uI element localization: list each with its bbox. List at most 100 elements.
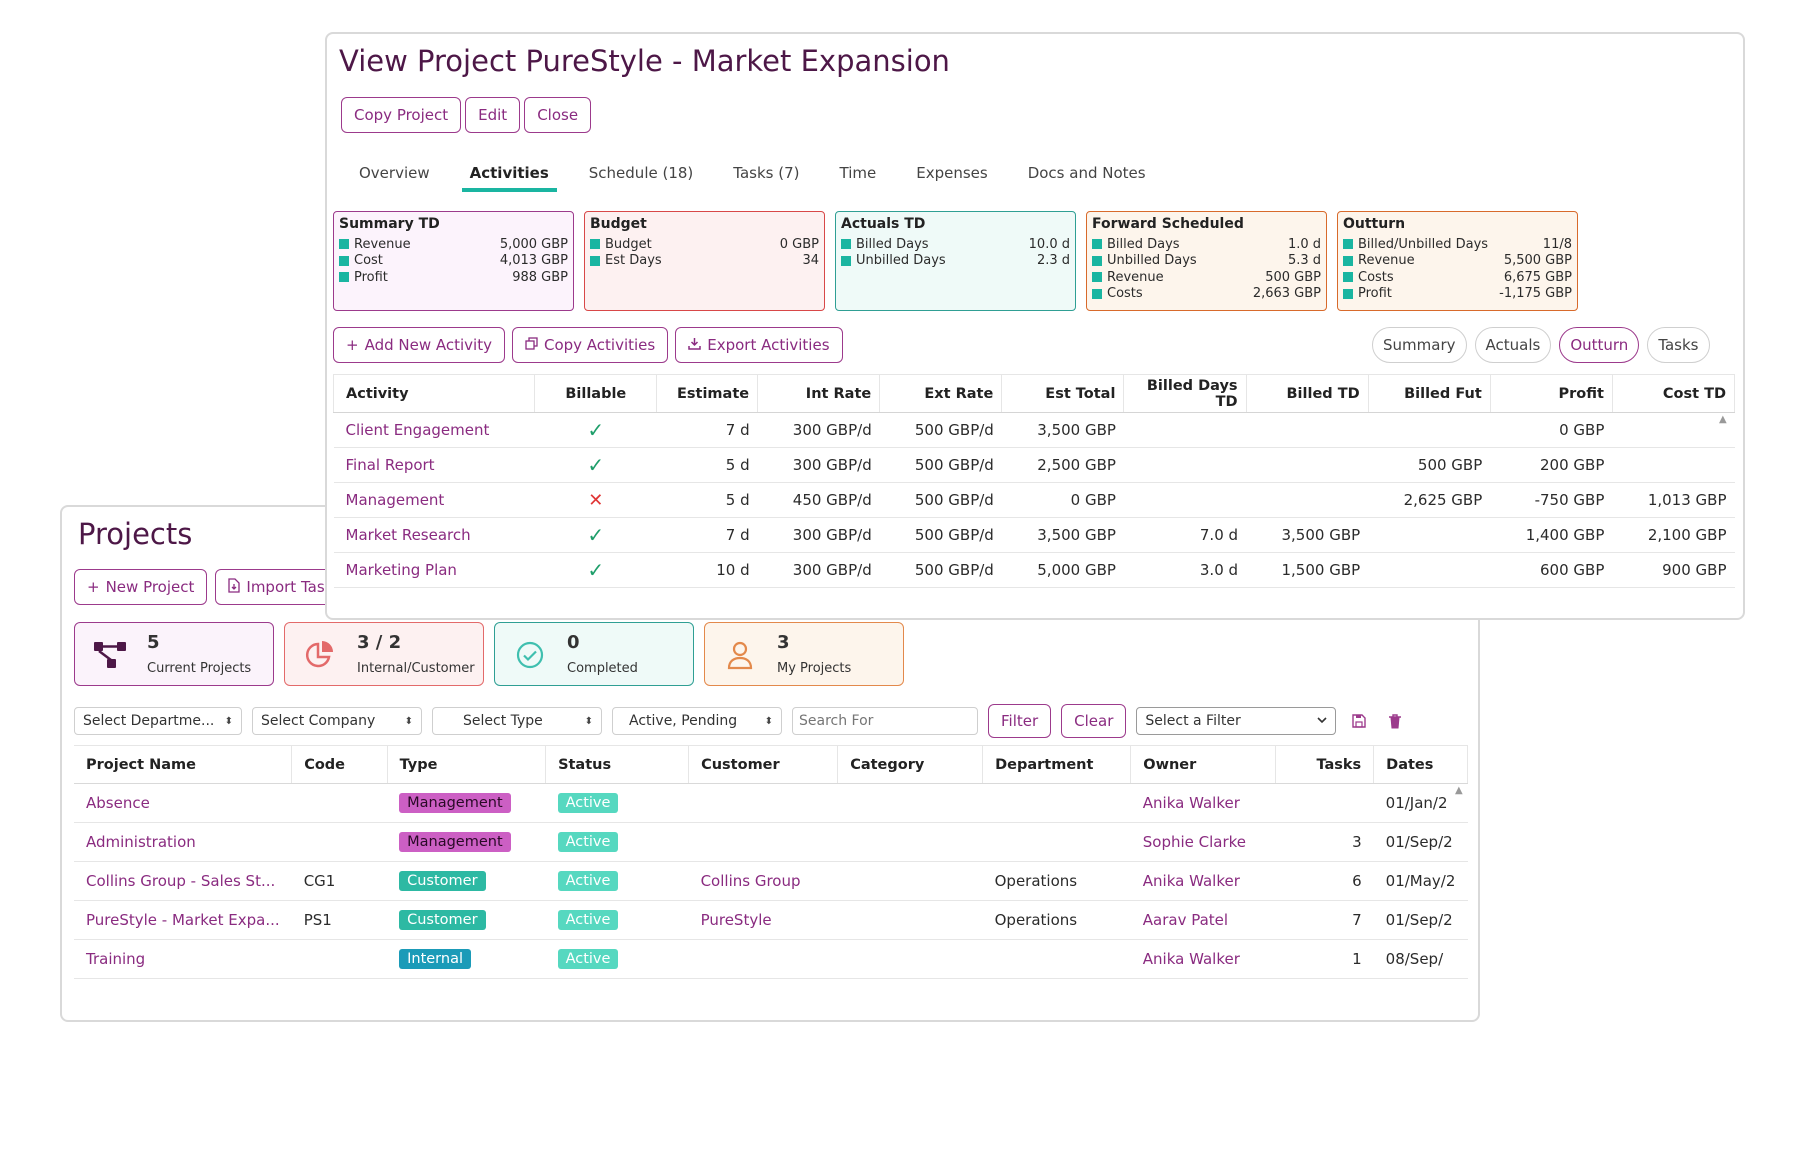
tab-activities[interactable]: Activities	[450, 154, 569, 192]
column-header[interactable]: Customer	[688, 745, 839, 784]
table-row[interactable]: Training Internal Active Anika Walker 1 …	[74, 939, 1468, 979]
toggle-tasks[interactable]: Tasks	[1647, 327, 1710, 363]
type-badge: Management	[399, 832, 511, 852]
table-row[interactable]: Market Research ✓ 7 d 300 GBP/d 500 GBP/…	[333, 517, 1735, 553]
activity-link[interactable]: Final Report	[345, 456, 435, 474]
legend-square-icon	[590, 239, 600, 250]
table-row[interactable]: Client Engagement ✓ 7 d 300 GBP/d 500 GB…	[333, 412, 1735, 448]
stat-card-completed[interactable]: 0 Completed	[494, 622, 694, 686]
column-header[interactable]: Status	[545, 745, 690, 784]
table-row[interactable]: PureStyle - Market Expa... PS1 Customer …	[74, 900, 1468, 940]
scroll-up-icon[interactable]: ▲	[1455, 785, 1463, 796]
stat-value: 5	[147, 632, 160, 653]
billed-days-td	[1123, 447, 1247, 483]
edit-button[interactable]: Edit	[465, 97, 521, 133]
table-row[interactable]: Administration Management Active Sophie …	[74, 822, 1468, 862]
column-header[interactable]: Owner	[1130, 745, 1277, 784]
copy-activities-button[interactable]: Copy Activities	[511, 327, 669, 363]
column-header[interactable]: Billed Days TD	[1123, 374, 1247, 413]
owner-link[interactable]: Anika Walker	[1142, 872, 1240, 890]
category	[837, 861, 983, 901]
toggle-summary[interactable]: Summary	[1372, 327, 1467, 363]
column-header[interactable]: Estimate	[656, 374, 759, 413]
add-activity-button[interactable]: + Add New Activity	[333, 327, 505, 363]
int-rate: 300 GBP/d	[757, 552, 880, 588]
table-row[interactable]: Management ✕ 5 d 450 GBP/d 500 GBP/d 0 G…	[333, 482, 1735, 518]
tab-expenses[interactable]: Expenses	[916, 164, 988, 182]
table-row[interactable]: Collins Group - Sales St... CG1 Customer…	[74, 861, 1468, 901]
search-input[interactable]	[792, 707, 978, 735]
column-header[interactable]: Est Total	[1001, 374, 1125, 413]
save-icon[interactable]	[1346, 708, 1372, 734]
filter-button[interactable]: Filter	[988, 704, 1052, 738]
column-header[interactable]: Category	[837, 745, 984, 784]
project-name-link[interactable]: Administration	[86, 833, 196, 851]
tab-tasks[interactable]: Tasks (7)	[733, 164, 800, 182]
scroll-up-icon[interactable]: ▲	[1719, 414, 1727, 425]
type-badge: Customer	[399, 871, 486, 891]
new-project-button[interactable]: + New Project	[74, 569, 208, 605]
column-header[interactable]: Billed Fut	[1367, 374, 1491, 413]
activity-link[interactable]: Client Engagement	[345, 421, 490, 439]
activity-link[interactable]: Market Research	[345, 526, 471, 544]
column-header[interactable]: Dates	[1373, 745, 1468, 784]
toggle-actuals[interactable]: Actuals	[1474, 327, 1552, 363]
tab-docs-notes[interactable]: Docs and Notes	[1027, 164, 1146, 182]
export-activities-button[interactable]: Export Activities	[675, 327, 843, 363]
owner-link[interactable]: Anika Walker	[1142, 950, 1240, 968]
stat-card-internal-customer[interactable]: 3 / 2 Internal/Customer	[284, 622, 484, 686]
department-select[interactable]: Select Departme... ⬍	[74, 707, 242, 735]
column-header[interactable]: Billable	[534, 374, 658, 413]
budget-card: Budget Budget 0 GBP Est Days 34	[584, 211, 825, 311]
trash-icon[interactable]	[1382, 708, 1408, 734]
table-row[interactable]: Marketing Plan ✓ 10 d 300 GBP/d 500 GBP/…	[333, 552, 1735, 588]
column-header[interactable]: Type	[387, 745, 547, 784]
column-header[interactable]: Ext Rate	[879, 374, 1003, 413]
tab-time[interactable]: Time	[839, 164, 877, 182]
owner-link[interactable]: Anika Walker	[1142, 794, 1240, 812]
dates: 01/Sep/2	[1373, 900, 1468, 940]
table-row[interactable]: Final Report ✓ 5 d 300 GBP/d 500 GBP/d 2…	[333, 447, 1735, 483]
column-header[interactable]: Project Name	[74, 745, 293, 784]
category	[837, 783, 983, 823]
project-name-link[interactable]: PureStyle - Market Expa...	[86, 911, 280, 929]
column-header[interactable]: Activity	[332, 374, 536, 413]
legend-square-icon	[1092, 272, 1102, 283]
owner-link[interactable]: Aarav Patel	[1142, 911, 1229, 929]
tab-schedule[interactable]: Schedule (18)	[588, 164, 694, 182]
status-select[interactable]: Active, Pending ⬍	[612, 707, 782, 735]
clear-button[interactable]: Clear	[1061, 704, 1127, 738]
project-name-link[interactable]: Absence	[86, 794, 150, 812]
est-total: 5,000 GBP	[1001, 552, 1124, 588]
copy-project-button[interactable]: Copy Project	[341, 97, 462, 133]
column-header[interactable]: Department	[982, 745, 1132, 784]
column-header[interactable]: Int Rate	[757, 374, 881, 413]
stat-card-my-projects[interactable]: 3 My Projects	[704, 622, 904, 686]
tab-overview[interactable]: Overview	[359, 164, 430, 182]
cost-td: 1,013 GBP	[1612, 482, 1735, 518]
close-button[interactable]: Close	[524, 97, 592, 133]
project-name-link[interactable]: Training	[86, 950, 146, 968]
activity-link[interactable]: Management	[345, 491, 445, 509]
import-tasks-button[interactable]: Import Tasl	[215, 569, 342, 605]
column-header[interactable]: Tasks	[1275, 745, 1375, 784]
column-header[interactable]: Billed TD	[1245, 374, 1369, 413]
check-icon: ✓	[587, 418, 605, 442]
customer-link[interactable]: PureStyle	[700, 911, 772, 929]
stat-card-current-projects[interactable]: 5 Current Projects	[74, 622, 274, 686]
type-select[interactable]: Select Type ⬍	[432, 707, 602, 735]
column-header[interactable]: Cost TD	[1611, 374, 1736, 413]
stat-label: My Projects	[777, 661, 852, 676]
stat-value: 3 / 2	[357, 632, 402, 653]
toggle-outturn[interactable]: Outturn	[1559, 327, 1640, 363]
company-select[interactable]: Select Company ⬍	[252, 707, 422, 735]
activity-link[interactable]: Marketing Plan	[345, 561, 457, 579]
profit: -750 GBP	[1490, 482, 1613, 518]
customer-link[interactable]: Collins Group	[700, 872, 801, 890]
project-name-link[interactable]: Collins Group - Sales St...	[86, 872, 276, 890]
column-header[interactable]: Profit	[1489, 374, 1613, 413]
table-row[interactable]: Absence Management Active Anika Walker 0…	[74, 783, 1468, 823]
owner-link[interactable]: Sophie Clarke	[1142, 833, 1247, 851]
saved-filter-select[interactable]: Select a Filter	[1136, 707, 1337, 735]
column-header[interactable]: Code	[291, 745, 388, 784]
